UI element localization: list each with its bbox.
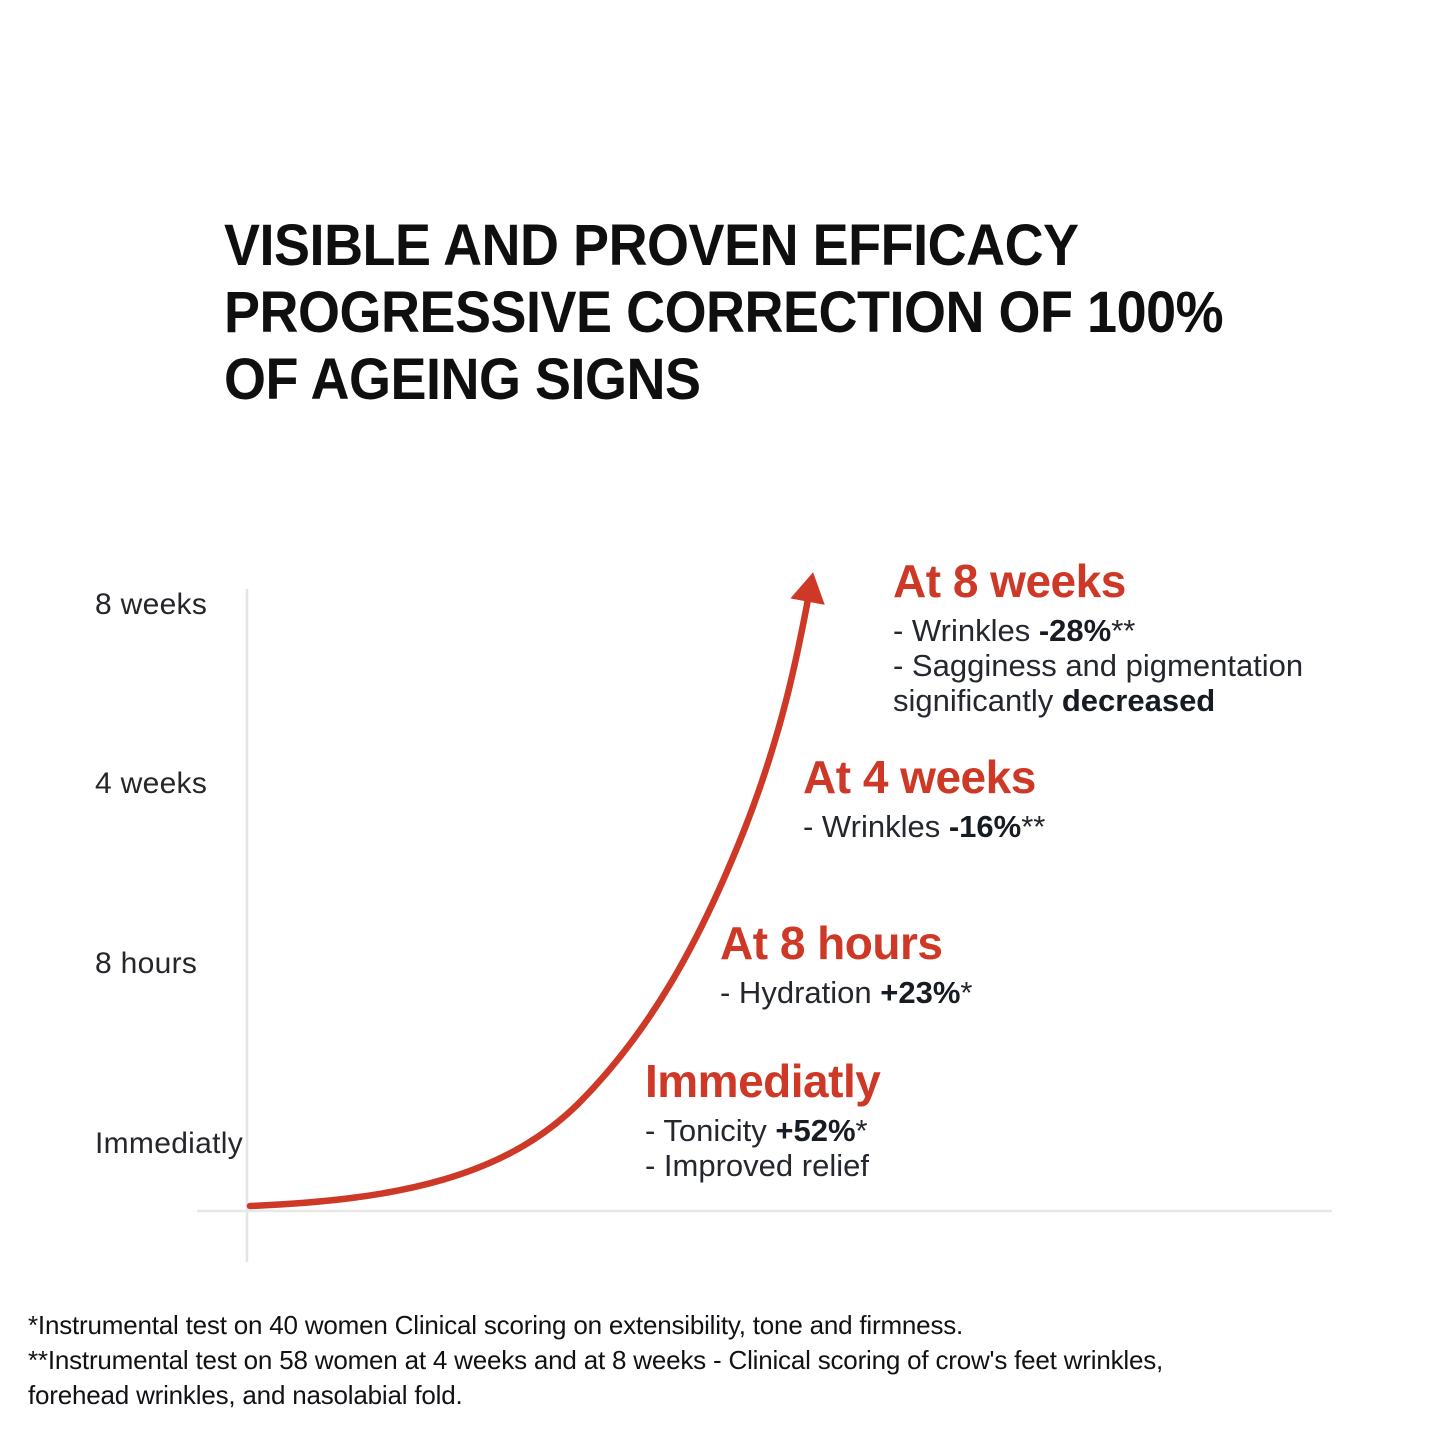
page-title-line-3: OF AGEING SIGNS (224, 347, 701, 412)
footnote-double-asterisk: **Instrumental test on 58 women at 4 wee… (28, 1345, 1164, 1375)
annotation-line: - Improved relief (645, 1148, 880, 1183)
line-suffix: ** (1111, 613, 1136, 648)
line-bold-value: decreased (1061, 683, 1216, 718)
annotation-heading-at-8-hours: At 8 hours (720, 917, 943, 969)
annotation-line: - Wrinkles -16%** (803, 809, 1045, 844)
annotation-line: - Hydration +23%* (720, 975, 972, 1010)
line-bold-value: -28% (1038, 613, 1112, 648)
line-text: - Wrinkles (893, 613, 1039, 648)
efficacy-curve-line (246, 572, 825, 1210)
annotation-heading-immediatly: Immediatly (645, 1055, 881, 1107)
annotation-heading-at-8-weeks: At 8 weeks (893, 555, 1126, 607)
footnote-single-asterisk: *Instrumental test on 40 women Clinical … (28, 1310, 964, 1340)
annotation-at-4-weeks: At 4 weeks - Wrinkles -16%** (803, 752, 1045, 844)
line-suffix: * (855, 1113, 868, 1148)
annotation-at-8-weeks: At 8 weeks - Wrinkles -28%** - Sagginess… (893, 556, 1303, 718)
line-text: - Sagginess and pigmentation (893, 648, 1304, 683)
footnote-double-asterisk-continued: forehead wrinkles, and nasolabial fold. (28, 1380, 463, 1410)
line-bold-value: +52% (775, 1113, 856, 1148)
annotation-line: - Tonicity +52%* (645, 1113, 880, 1148)
line-text: - Wrinkles (803, 809, 949, 844)
annotation-immediatly: Immediatly - Tonicity +52%* - Improved r… (645, 1055, 881, 1183)
line-text: significantly (893, 683, 1062, 718)
annotation-line: - Wrinkles -28%** (893, 613, 1303, 648)
line-text: - Tonicity (645, 1113, 776, 1148)
annotation-line: significantly decreased (893, 683, 1303, 718)
y-tick-8-hours: 8 hours (95, 947, 198, 980)
y-tick-4-weeks: 4 weeks (95, 767, 208, 800)
line-bold-value: -16% (948, 809, 1022, 844)
y-tick-immediatly: Immediatly (95, 1127, 244, 1160)
footnotes: *Instrumental test on 40 women Clinical … (28, 1308, 1163, 1413)
page-title-line-1: VISIBLE AND PROVEN EFFICACY (224, 213, 1079, 278)
line-text: - Hydration (720, 975, 881, 1010)
line-bold-value: +23% (880, 975, 961, 1010)
page-title: VISIBLE AND PROVEN EFFICACY PROGRESSIVE … (224, 212, 1224, 413)
annotation-heading-at-4-weeks: At 4 weeks (803, 751, 1036, 803)
annotation-line: - Sagginess and pigmentation (893, 648, 1303, 683)
line-text: - Improved relief (645, 1148, 869, 1183)
line-suffix: * (960, 975, 973, 1010)
y-tick-8-weeks: 8 weeks (95, 588, 208, 621)
page-title-line-2: PROGRESSIVE CORRECTION OF 100% (224, 280, 1224, 345)
annotation-at-8-hours: At 8 hours - Hydration +23%* (720, 918, 972, 1010)
line-suffix: ** (1021, 809, 1046, 844)
